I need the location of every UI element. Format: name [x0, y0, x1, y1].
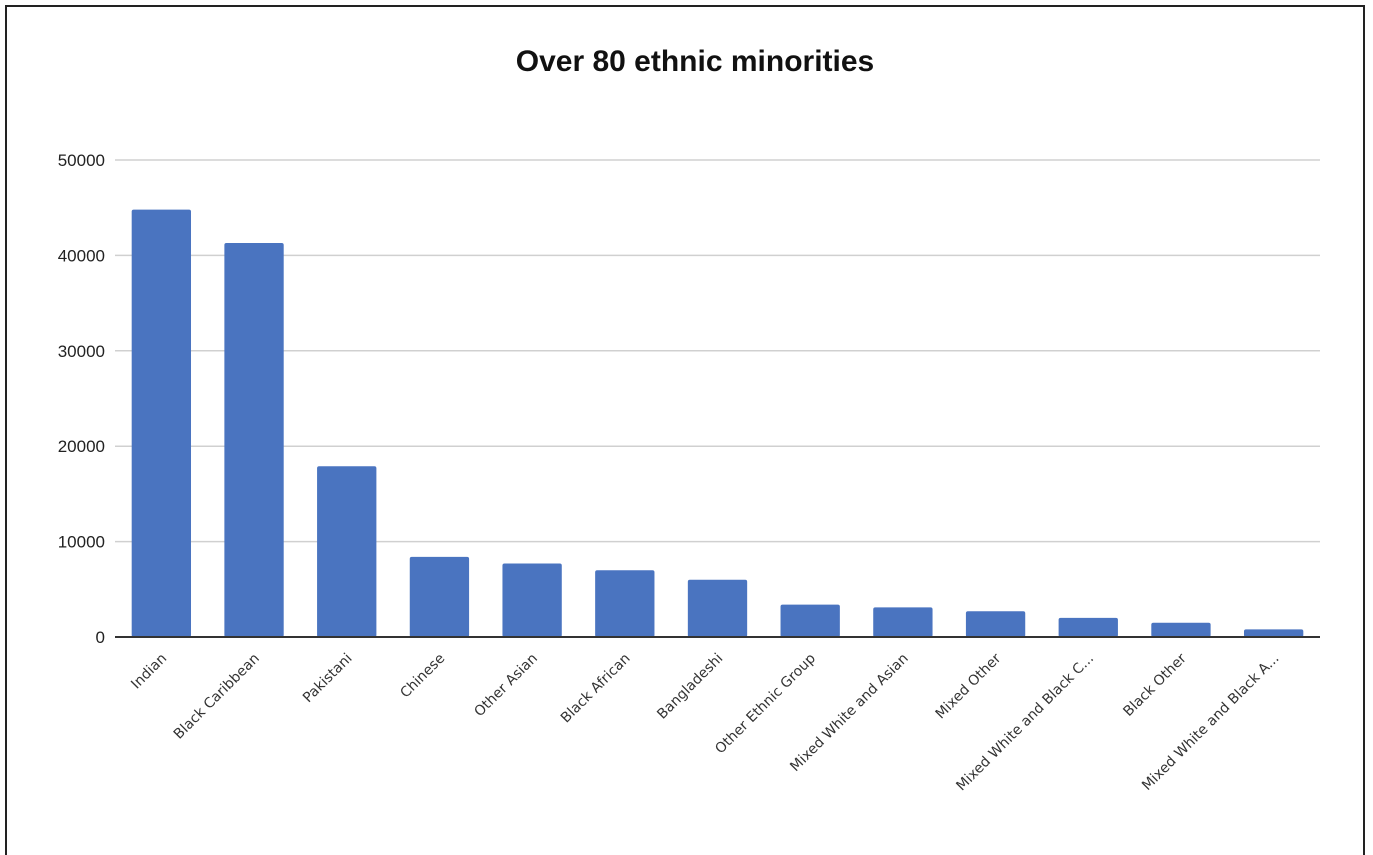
y-tick-label: 30000 — [58, 342, 105, 361]
bar-8 — [873, 607, 933, 637]
x-axis-ticks: Indian Black Caribbean Pakistani Chinese Oth… — [128, 650, 1282, 794]
y-tick-label: 40000 — [58, 246, 105, 265]
x-tick-label: Mixed Other — [933, 650, 1005, 722]
x-tick-label: Bangladeshi — [654, 651, 726, 723]
x-tick-label: Indian — [128, 651, 170, 693]
bar-11 — [1151, 622, 1211, 637]
chart-frame: Over 80 ethnic minorities 0 10000 20000 300… — [5, 5, 1365, 855]
x-tick-label: Black Caribbean — [171, 651, 263, 743]
bar-chart: Over 80 ethnic minorities 0 10000 20000 300… — [58, 45, 1320, 794]
bar-12 — [1243, 629, 1304, 637]
chart-title: Over 80 ethnic minorities — [516, 45, 874, 78]
bar-9 — [965, 611, 1026, 637]
x-tick-label: Pakistani — [300, 651, 356, 707]
y-tick-label: 10000 — [58, 533, 105, 552]
gridlines — [115, 159, 1320, 543]
x-tick-label: Black African — [558, 651, 634, 727]
y-axis-ticks: 0 10000 20000 30000 40000 50000 — [58, 151, 105, 647]
y-tick-label: 50000 — [58, 151, 105, 170]
bar-0 — [131, 209, 192, 637]
x-tick-label: Chinese — [397, 651, 448, 702]
bar-5 — [595, 570, 655, 637]
bar-10 — [1058, 617, 1118, 637]
bar-6 — [687, 579, 748, 637]
bar-1 — [224, 242, 284, 638]
bar-7 — [780, 604, 840, 637]
x-tick-label: Other Ethnic Group — [712, 650, 819, 757]
bar-2 — [317, 466, 377, 637]
x-tick-label: Black Other — [1120, 650, 1190, 720]
y-tick-label: 0 — [96, 628, 105, 647]
bar-4 — [502, 563, 562, 637]
y-tick-label: 20000 — [58, 437, 105, 456]
bars — [131, 209, 1304, 638]
x-tick-label: Other Asian — [471, 651, 541, 721]
bar-3 — [409, 556, 470, 637]
